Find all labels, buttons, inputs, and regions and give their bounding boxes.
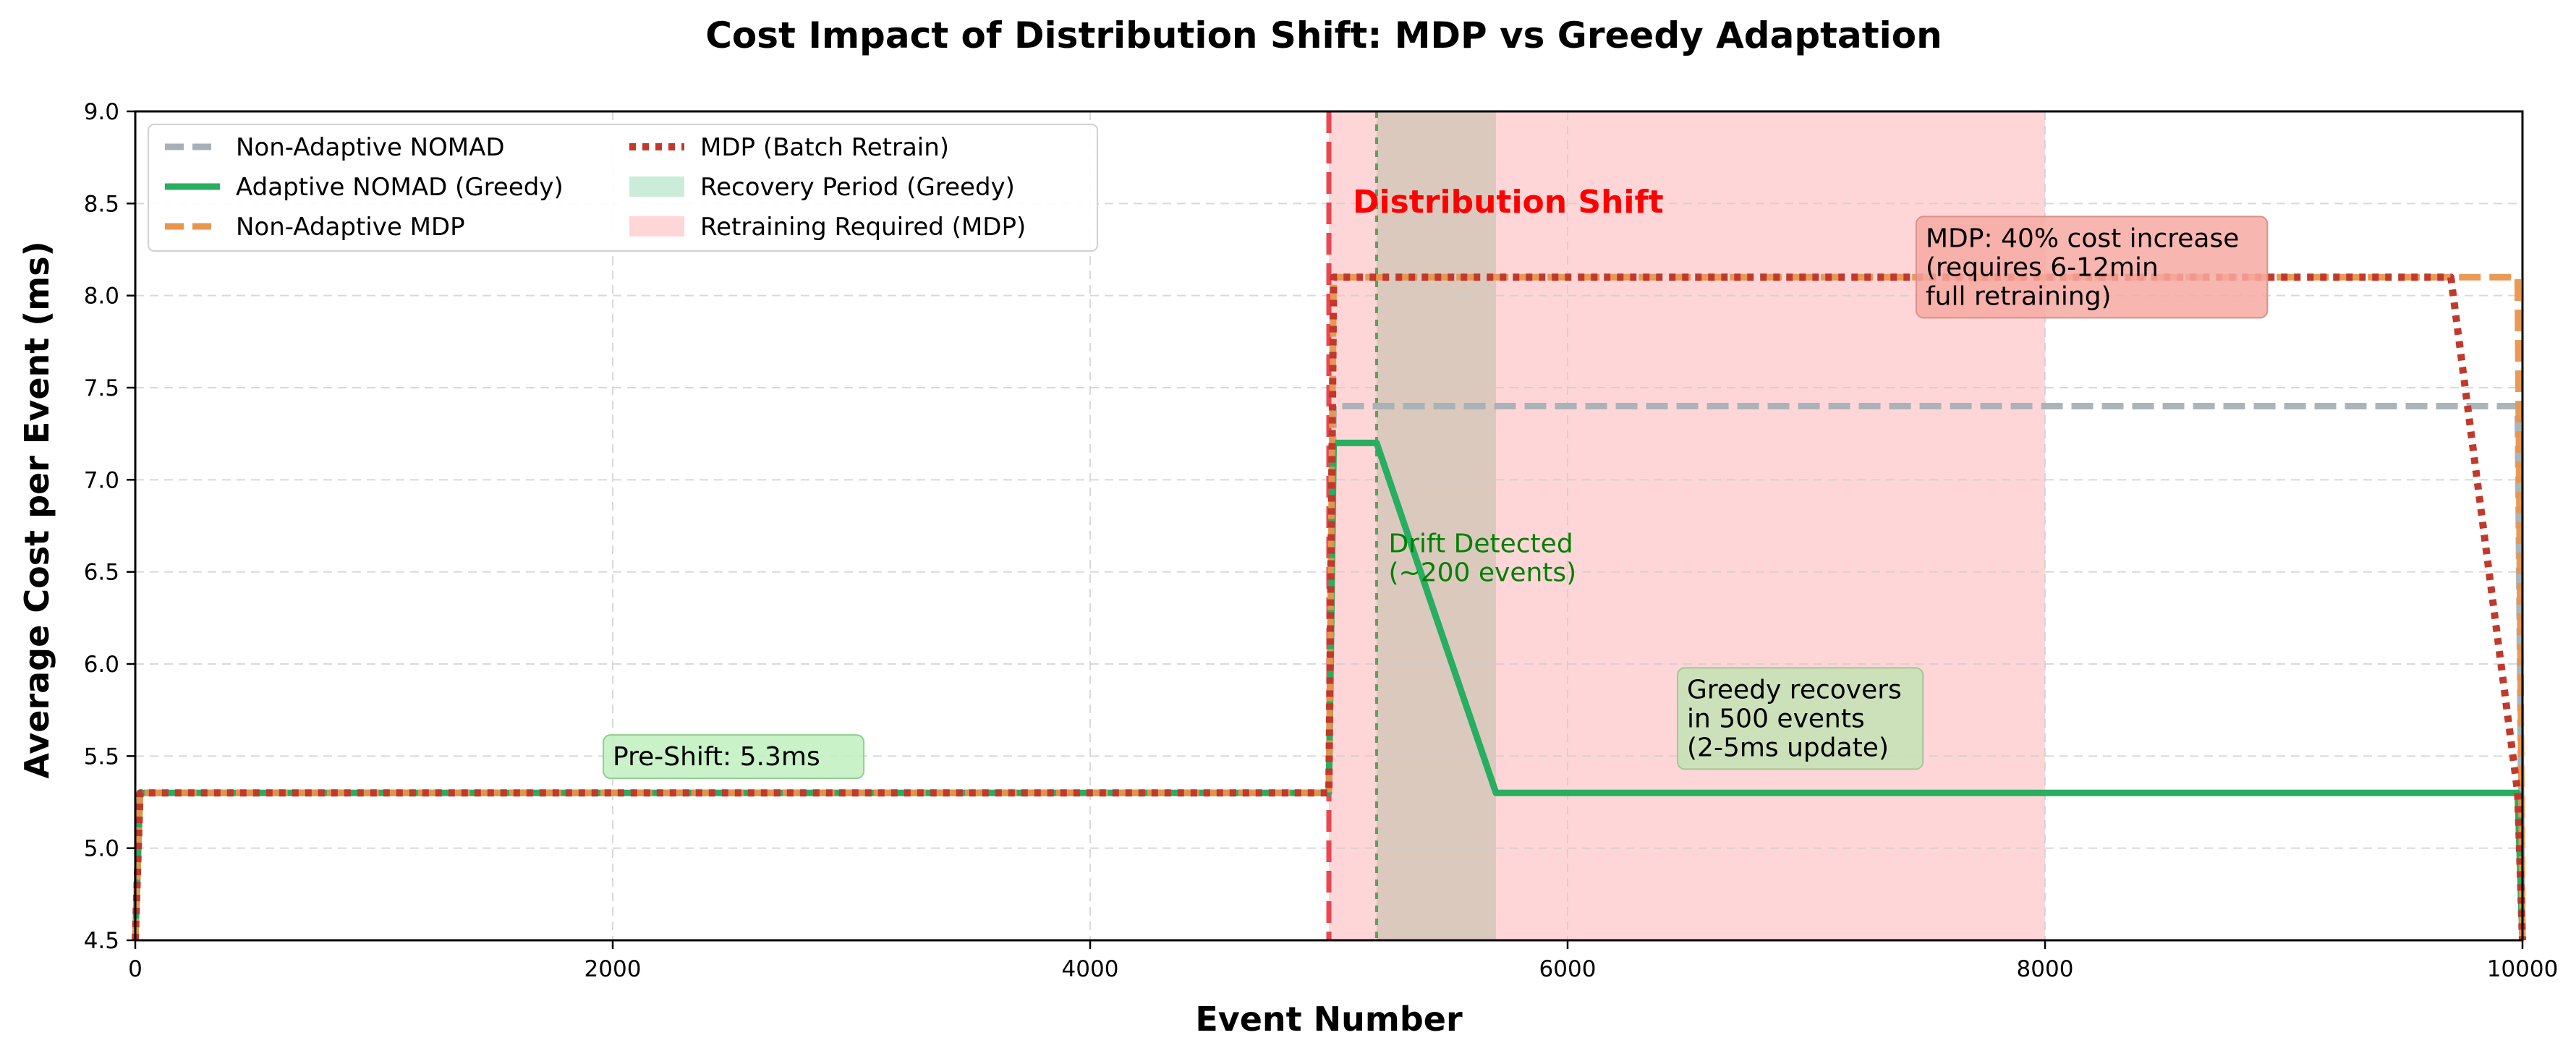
legend-entry-retraining-required-mdp: Retraining Required (MDP) [629, 213, 1026, 242]
annotation-text-line: (2-5ms update) [1687, 733, 1889, 762]
legend: Non-Adaptive NOMAD Adaptive NOMAD (Greedy… [148, 124, 1098, 252]
legend-label: Non-Adaptive NOMAD [236, 133, 505, 162]
plot-frame [134, 110, 2524, 942]
annotations: Distribution Shift Drift Detected(~200 ev… [603, 184, 2269, 780]
y-tick-label: 9.0 [84, 99, 119, 125]
y-axis-label: Average Cost per Event (ms) [17, 241, 56, 778]
y-tick-label: 4.5 [84, 928, 119, 954]
annotation-drift: Drift Detected(~200 events) [1389, 529, 1577, 587]
legend-entry-non-adaptive-mdp: Non-Adaptive MDP [165, 213, 465, 242]
legend-label: Adaptive NOMAD (Greedy) [236, 173, 564, 202]
annotation-text-line: (requires 6-12min [1926, 252, 2159, 282]
legend-entry-mdp-batch-retrain: MDP (Batch Retrain) [629, 133, 949, 162]
y-tick-label: 5.0 [84, 836, 119, 862]
legend-box [148, 124, 1098, 252]
y-tick-label: 7.0 [84, 467, 119, 493]
annotation-preshift: Pre-Shift: 5.3ms [603, 734, 865, 780]
y-tick-label: 8.0 [84, 284, 119, 310]
y-tick-label: 7.5 [84, 375, 119, 401]
x-tick-label: 6000 [1539, 956, 1597, 982]
legend-entry-adaptive-nomad-greedy: Adaptive NOMAD (Greedy) [165, 173, 564, 202]
annotation-text-line: Distribution Shift [1353, 184, 1664, 221]
x-axis-label: Event Number [1195, 1000, 1463, 1039]
annotation-box [603, 734, 865, 780]
x-tick-label: 0 [128, 956, 143, 982]
legend-swatch-patch [629, 176, 684, 197]
legend-label: Recovery Period (Greedy) [700, 173, 1015, 202]
annotation-shift: Distribution Shift [1353, 184, 1664, 221]
x-tick-label: 8000 [2017, 956, 2074, 982]
chart-title: Cost Impact of Distribution Shift: MDP v… [705, 14, 1942, 56]
shaded-region-recovery-period-greedy [1377, 111, 1496, 940]
x-tick-label: 10000 [2487, 956, 2559, 982]
legend-label: Retraining Required (MDP) [700, 213, 1026, 242]
annotation-box [1916, 216, 2269, 319]
y-tick-label: 6.0 [84, 652, 119, 678]
annotation-text-line: full retraining) [1926, 281, 2112, 311]
legend-swatch-patch [629, 216, 684, 237]
annotation-text-line: MDP: 40% cost increase [1926, 223, 2239, 253]
legend-label: Non-Adaptive MDP [236, 213, 465, 242]
x-tick-label: 2000 [585, 956, 642, 982]
series-line-mdp-batch-retrain [132, 273, 2526, 941]
annotation-text-line: Drift Detected [1389, 529, 1573, 558]
annotation-text-line: in 500 events [1687, 704, 1865, 733]
y-tick-label: 8.5 [84, 191, 119, 217]
x-tick-label: 4000 [1062, 956, 1119, 982]
series-lines [132, 273, 2526, 941]
shaded-regions [1329, 111, 2045, 940]
y-tick-label: 6.5 [84, 560, 119, 586]
annotation-text-line: Greedy recovers [1687, 675, 1902, 704]
plot-area-border [134, 110, 2524, 942]
legend-entry-recovery-period-greedy: Recovery Period (Greedy) [629, 173, 1015, 202]
annotation-mdp: MDP: 40% cost increase(requires 6-12minf… [1916, 216, 2269, 319]
annotation-text-line: Pre-Shift: 5.3ms [613, 742, 820, 772]
y-tick-label: 5.5 [84, 744, 119, 770]
legend-label: MDP (Batch Retrain) [700, 133, 949, 162]
axis-ticks: 0 2000 4000 6000 8000 10000 4.5 5.0 5.5 6.0 6.5 7.0… [84, 99, 2559, 982]
legend-entry-non-adaptive-nomad: Non-Adaptive NOMAD [165, 133, 505, 162]
annotation-text-line: (~200 events) [1389, 558, 1577, 587]
annotation-box [1677, 667, 1924, 770]
